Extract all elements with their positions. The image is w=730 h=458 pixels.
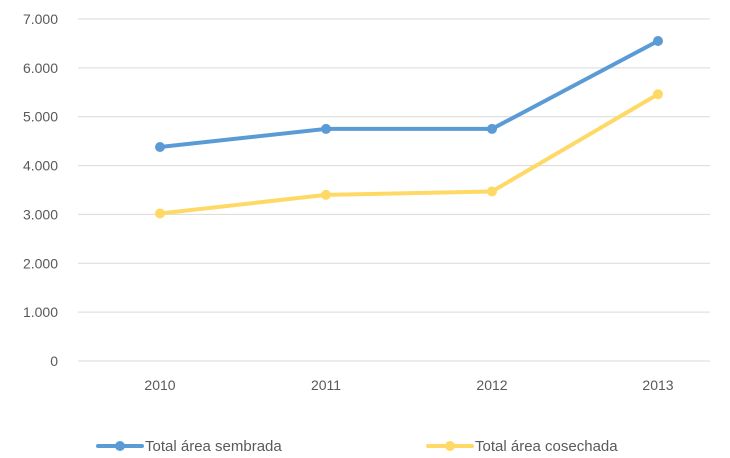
series-lines	[155, 35, 663, 219]
legend: Total área sembrada Total área cosechada	[96, 438, 618, 455]
gridlines	[78, 18, 710, 362]
x-tick-label: 2013	[642, 377, 673, 393]
x-tick-label: 2012	[476, 377, 507, 393]
legend-marker-swatch	[115, 441, 125, 451]
x-tick-label: 2010	[144, 377, 175, 393]
data-point	[653, 89, 663, 100]
y-axis-tick-labels: 0 1.000 2.000 3.000 4.000 5.000 6.000 7.000	[23, 11, 58, 369]
y-tick-label: 6.000	[23, 60, 58, 76]
legend-item-1: Total área sembrada	[96, 438, 282, 455]
data-point	[487, 186, 497, 197]
y-tick-label: 7.000	[23, 11, 58, 27]
series-2	[155, 89, 663, 219]
legend-marker-swatch	[445, 441, 455, 451]
series-line	[158, 92, 660, 216]
legend-label: Total área cosechada	[475, 438, 618, 455]
y-tick-label: 5.000	[23, 109, 58, 125]
data-point	[321, 123, 331, 134]
data-point	[321, 189, 331, 200]
x-tick-label: 2011	[311, 377, 341, 393]
y-tick-label: 4.000	[23, 158, 58, 174]
y-tick-label: 1.000	[23, 304, 58, 320]
data-point	[155, 208, 165, 219]
y-tick-label: 0	[50, 353, 58, 369]
y-tick-label: 2.000	[23, 255, 58, 271]
data-point	[487, 123, 497, 134]
y-tick-label: 3.000	[23, 206, 58, 222]
series-line	[158, 38, 660, 150]
data-point	[653, 35, 663, 46]
legend-item-2: Total área cosechada	[426, 438, 618, 455]
series-1	[155, 35, 663, 153]
legend-label: Total área sembrada	[145, 438, 282, 455]
x-axis-tick-labels: 2010 2011 2012 2013	[144, 377, 673, 393]
data-point	[155, 142, 165, 153]
